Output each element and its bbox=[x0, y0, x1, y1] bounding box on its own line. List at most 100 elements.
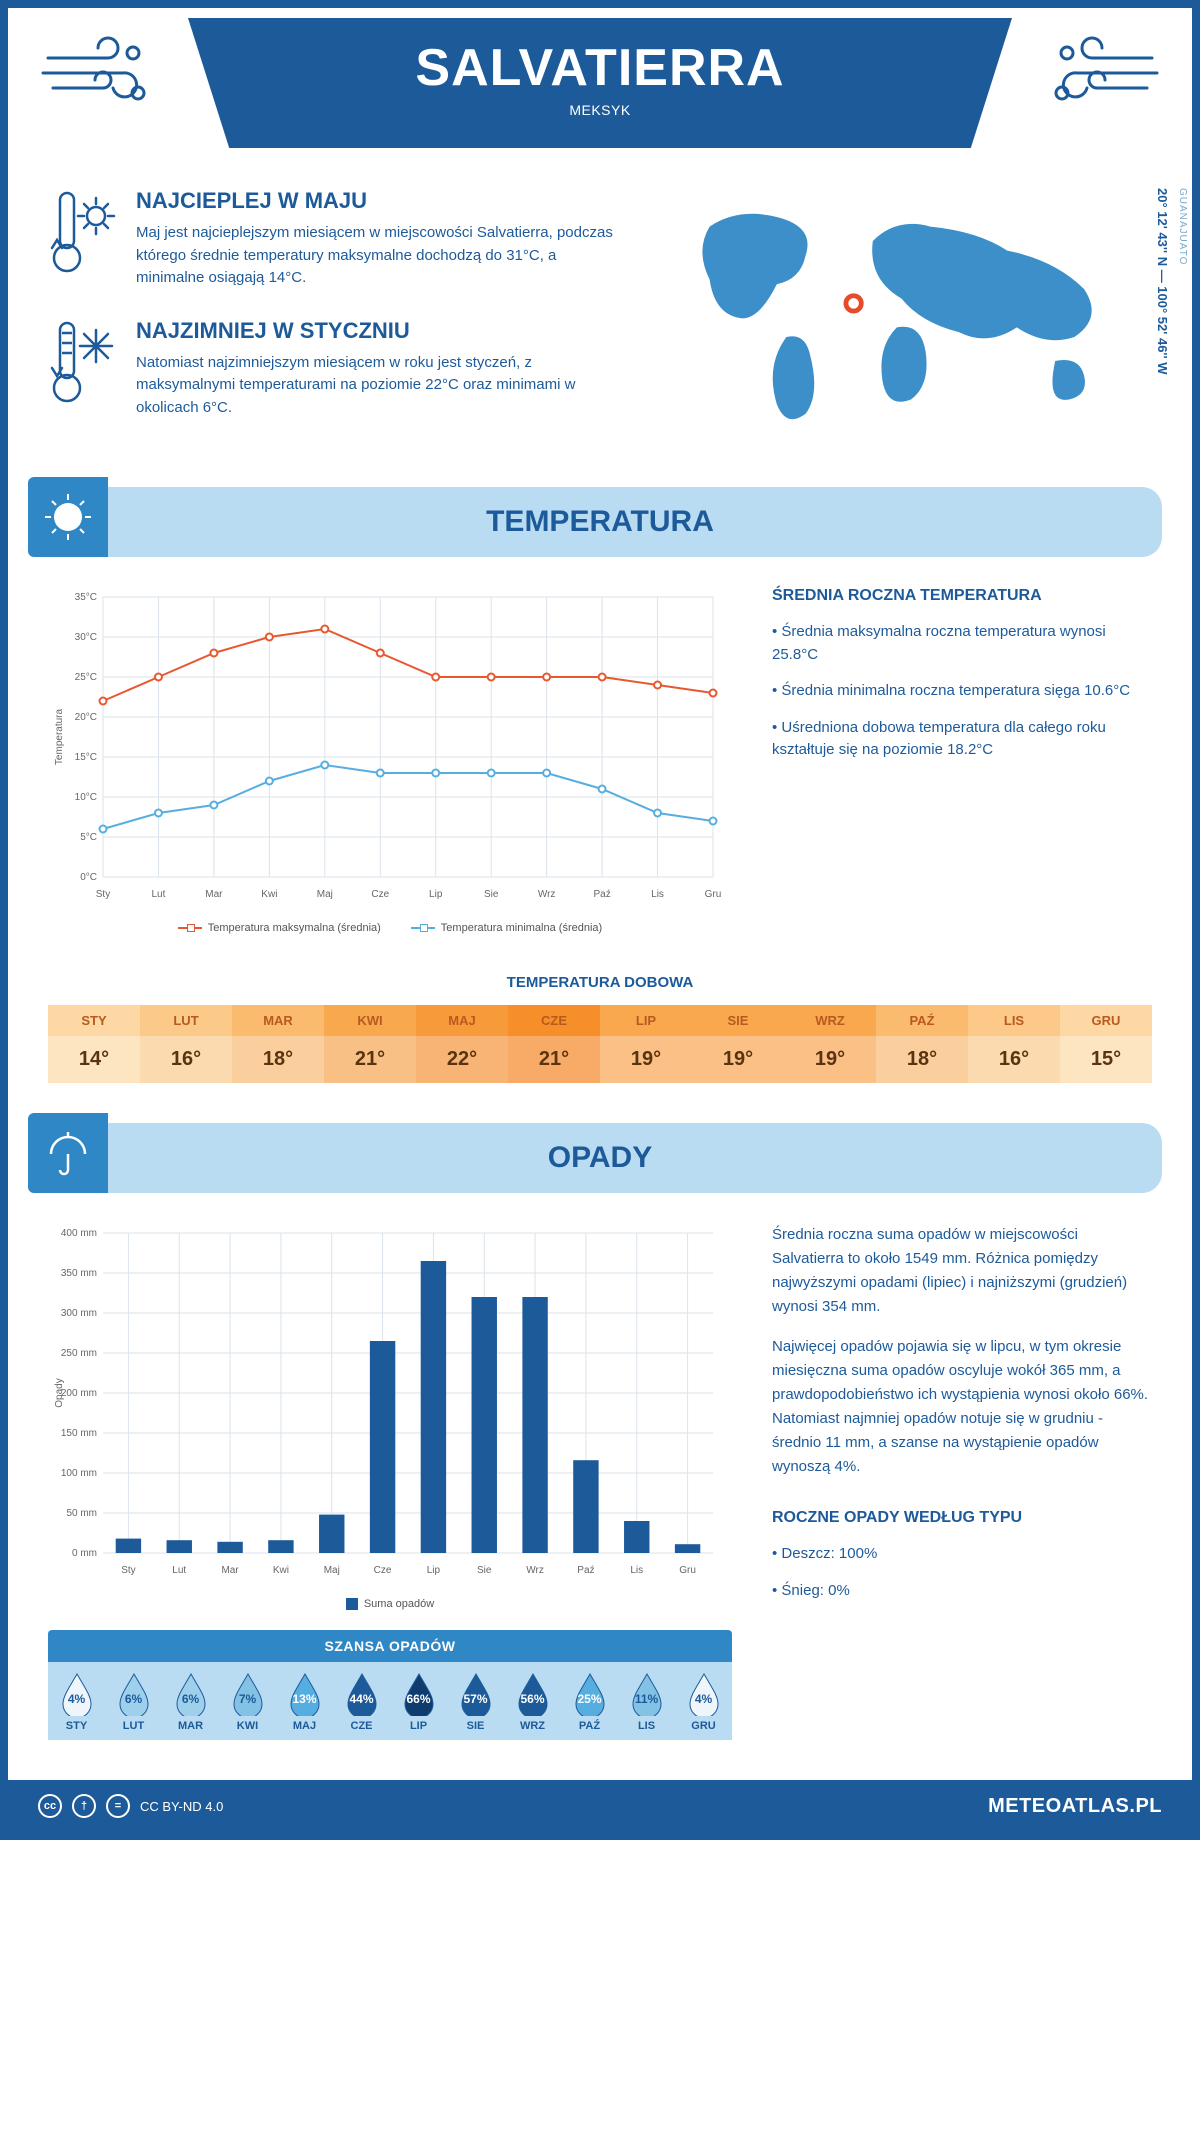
svg-text:Sty: Sty bbox=[96, 889, 110, 900]
svg-text:Paź: Paź bbox=[593, 889, 610, 900]
intro-section: NAJCIEPLEJ W MAJU Maj jest najcieplejszy… bbox=[8, 178, 1192, 477]
raindrop-icon: 7% bbox=[230, 1672, 266, 1716]
chance-cell: 13% MAJ bbox=[276, 1662, 333, 1740]
chance-cell: 25% PAŹ bbox=[561, 1662, 618, 1740]
chance-cell: 11% LIS bbox=[618, 1662, 675, 1740]
svg-text:0°C: 0°C bbox=[80, 872, 97, 883]
svg-text:50 mm: 50 mm bbox=[66, 1508, 97, 1519]
daily-col: PAŹ 18° bbox=[876, 1005, 968, 1083]
thermometer-snow-icon bbox=[48, 318, 118, 408]
svg-text:Lis: Lis bbox=[651, 889, 664, 900]
svg-text:20°C: 20°C bbox=[75, 712, 97, 723]
svg-text:200 mm: 200 mm bbox=[61, 1388, 97, 1399]
svg-text:30°C: 30°C bbox=[75, 632, 97, 643]
precip-type-title: ROCZNE OPADY WEDŁUG TYPU bbox=[772, 1509, 1152, 1527]
raindrop-icon: 25% bbox=[572, 1672, 608, 1716]
warm-text: Maj jest najcieplejszym miesiącem w miej… bbox=[136, 222, 622, 290]
raindrop-icon: 4% bbox=[59, 1672, 95, 1716]
country-name: MEKSYK bbox=[188, 102, 1012, 118]
svg-text:Wrz: Wrz bbox=[538, 889, 556, 900]
chance-cell: 6% MAR bbox=[162, 1662, 219, 1740]
svg-text:0 mm: 0 mm bbox=[72, 1548, 97, 1559]
daily-col: CZE 21° bbox=[508, 1005, 600, 1083]
raindrop-icon: 6% bbox=[173, 1672, 209, 1716]
by-icon: † bbox=[72, 1794, 96, 1818]
coordinates: 20° 12' 43'' N — 100° 52' 46'' W bbox=[1155, 188, 1170, 375]
temperature-line-chart: 0°C5°C10°C15°C20°C25°C30°C35°CStyLutMarK… bbox=[48, 587, 732, 934]
svg-text:Kwi: Kwi bbox=[261, 889, 277, 900]
raindrop-icon: 56% bbox=[515, 1672, 551, 1716]
svg-text:Mar: Mar bbox=[221, 1565, 239, 1576]
nd-icon: = bbox=[106, 1794, 130, 1818]
svg-text:Sty: Sty bbox=[121, 1565, 135, 1576]
temp-title: TEMPERATURA bbox=[486, 505, 714, 538]
raindrop-icon: 66% bbox=[401, 1672, 437, 1716]
temp-summary: ŚREDNIA ROCZNA TEMPERATURA • Średnia mak… bbox=[772, 587, 1152, 934]
daily-col: MAR 18° bbox=[232, 1005, 324, 1083]
warmest-fact: NAJCIEPLEJ W MAJU Maj jest najcieplejszy… bbox=[48, 188, 622, 290]
chance-cell: 4% STY bbox=[48, 1662, 105, 1740]
precip-legend: Suma opadów bbox=[48, 1598, 732, 1610]
city-name: SALVATIERRA bbox=[188, 38, 1012, 98]
chance-cell: 56% WRZ bbox=[504, 1662, 561, 1740]
sun-icon bbox=[28, 477, 108, 557]
svg-text:10°C: 10°C bbox=[75, 792, 97, 803]
svg-text:Lip: Lip bbox=[427, 1565, 441, 1576]
precip-type-bullet: • Deszcz: 100% bbox=[772, 1543, 1152, 1566]
raindrop-icon: 11% bbox=[629, 1672, 665, 1716]
site-brand: METEOATLAS.PL bbox=[988, 1795, 1162, 1818]
wind-icon-right bbox=[1042, 28, 1162, 118]
daily-col: WRZ 19° bbox=[784, 1005, 876, 1083]
temp-legend: Temperatura maksymalna (średnia) Tempera… bbox=[48, 922, 732, 934]
rain-chance-panel: SZANSA OPADÓW 4% STY 6% LUT 6% MAR 7% bbox=[48, 1630, 732, 1740]
chance-cell: 4% GRU bbox=[675, 1662, 732, 1740]
daily-col: GRU 15° bbox=[1060, 1005, 1152, 1083]
chance-cell: 6% LUT bbox=[105, 1662, 162, 1740]
chance-cell: 7% KWI bbox=[219, 1662, 276, 1740]
daily-col: SIE 19° bbox=[692, 1005, 784, 1083]
daily-col: KWI 21° bbox=[324, 1005, 416, 1083]
region-label: GUANAJUATO bbox=[1177, 188, 1188, 265]
legend-sum: Suma opadów bbox=[364, 1598, 434, 1610]
license-text: CC BY-ND 4.0 bbox=[140, 1799, 223, 1814]
svg-text:Sie: Sie bbox=[484, 889, 499, 900]
legend-min: Temperatura minimalna (średnia) bbox=[441, 922, 602, 934]
raindrop-icon: 44% bbox=[344, 1672, 380, 1716]
daily-col: LUT 16° bbox=[140, 1005, 232, 1083]
temp-section-header: TEMPERATURA bbox=[38, 487, 1162, 557]
svg-text:Gru: Gru bbox=[679, 1565, 696, 1576]
world-map: GUANAJUATO 20° 12' 43'' N — 100° 52' 46'… bbox=[652, 188, 1152, 447]
wind-icon-left bbox=[38, 28, 158, 118]
svg-text:Kwi: Kwi bbox=[273, 1565, 289, 1576]
svg-text:Cze: Cze bbox=[374, 1565, 392, 1576]
svg-text:Lip: Lip bbox=[429, 889, 443, 900]
svg-text:Lut: Lut bbox=[152, 889, 166, 900]
svg-text:Cze: Cze bbox=[371, 889, 389, 900]
svg-text:Temperatura: Temperatura bbox=[54, 708, 65, 765]
daily-col: LIP 19° bbox=[600, 1005, 692, 1083]
svg-text:Maj: Maj bbox=[317, 889, 333, 900]
daily-col: LIS 16° bbox=[968, 1005, 1060, 1083]
svg-text:250 mm: 250 mm bbox=[61, 1348, 97, 1359]
raindrop-icon: 13% bbox=[287, 1672, 323, 1716]
precip-para: Najwięcej opadów pojawia się w lipcu, w … bbox=[772, 1335, 1152, 1479]
legend-max: Temperatura maksymalna (średnia) bbox=[208, 922, 381, 934]
cc-icon: cc bbox=[38, 1794, 62, 1818]
svg-text:Maj: Maj bbox=[324, 1565, 340, 1576]
svg-text:350 mm: 350 mm bbox=[61, 1268, 97, 1279]
svg-text:300 mm: 300 mm bbox=[61, 1308, 97, 1319]
daily-col: STY 14° bbox=[48, 1005, 140, 1083]
temp-bullet: • Średnia minimalna roczna temperatura s… bbox=[772, 680, 1152, 703]
svg-text:Lis: Lis bbox=[630, 1565, 643, 1576]
svg-text:Mar: Mar bbox=[205, 889, 223, 900]
umbrella-icon bbox=[28, 1113, 108, 1193]
svg-text:100 mm: 100 mm bbox=[61, 1468, 97, 1479]
svg-text:150 mm: 150 mm bbox=[61, 1428, 97, 1439]
daily-temp-table: STY 14° LUT 16° MAR 18° KWI 21° MAJ 22° … bbox=[48, 1005, 1152, 1083]
chance-cell: 66% LIP bbox=[390, 1662, 447, 1740]
warm-title: NAJCIEPLEJ W MAJU bbox=[136, 188, 622, 214]
precipitation-bar-chart: 0 mm 50 mm 100 mm 150 mm 200 mm 250 mm 300 mm 3… bbox=[48, 1223, 732, 1750]
daily-col: MAJ 22° bbox=[416, 1005, 508, 1083]
precip-title: OPADY bbox=[548, 1141, 652, 1174]
cold-text: Natomiast najzimniejszym miesiącem w rok… bbox=[136, 352, 622, 420]
